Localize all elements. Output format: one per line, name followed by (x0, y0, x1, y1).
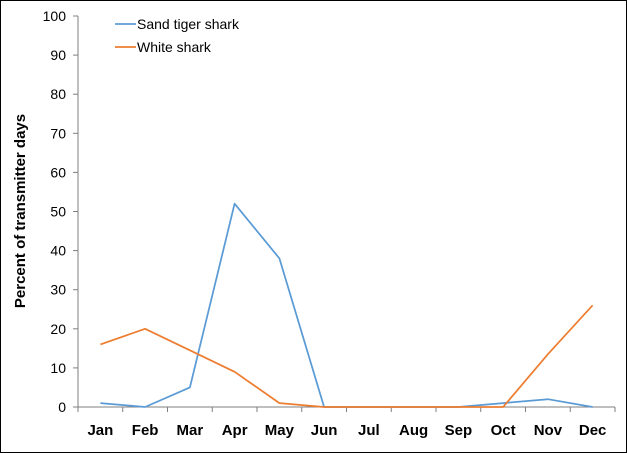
y-tick-label: 90 (50, 47, 66, 63)
x-tick-label: Oct (491, 422, 516, 439)
y-tick-label: 100 (43, 8, 67, 24)
y-tick-label: 0 (58, 399, 66, 415)
y-tick-label: 40 (50, 243, 66, 259)
series-line-white-shark (100, 304, 594, 408)
y-tick-label: 20 (50, 321, 66, 337)
x-tick-label: Aug (399, 422, 428, 439)
y-tick-label: 50 (50, 204, 66, 220)
x-tick-label: Jul (358, 422, 380, 439)
x-axis-ticks: Jan Feb Mar Apr May Jun Jul Aug Sep Oct Nov Dec (77, 407, 616, 439)
x-tick-label: Feb (132, 422, 159, 439)
legend-label: White shark (137, 39, 212, 55)
y-tick-label: 30 (50, 282, 66, 298)
x-tick-label: Dec (579, 422, 607, 439)
x-tick-label: Apr (222, 422, 248, 439)
legend-label: Sand tiger shark (137, 16, 240, 32)
y-tick-label: 70 (50, 125, 66, 141)
y-tick-label: 80 (50, 86, 66, 102)
x-tick-label: Nov (534, 422, 563, 439)
x-tick-label: Jun (311, 422, 338, 439)
series-layer (100, 202, 594, 408)
x-tick-label: Sep (445, 422, 473, 439)
legend: Sand tiger shark White shark (115, 16, 240, 55)
y-axis-ticks: 0 10 20 30 40 50 60 70 80 90 100 (43, 8, 78, 415)
series-line-sand-tiger-shark (100, 202, 593, 408)
x-tick-label: May (265, 422, 295, 439)
y-tick-label: 10 (50, 360, 66, 376)
x-tick-label: Mar (177, 422, 204, 439)
y-tick-label: 60 (50, 164, 66, 180)
y-axis-title: Percent of transmitter days (12, 114, 29, 308)
x-tick-label: Jan (87, 422, 113, 439)
axes (77, 16, 615, 408)
